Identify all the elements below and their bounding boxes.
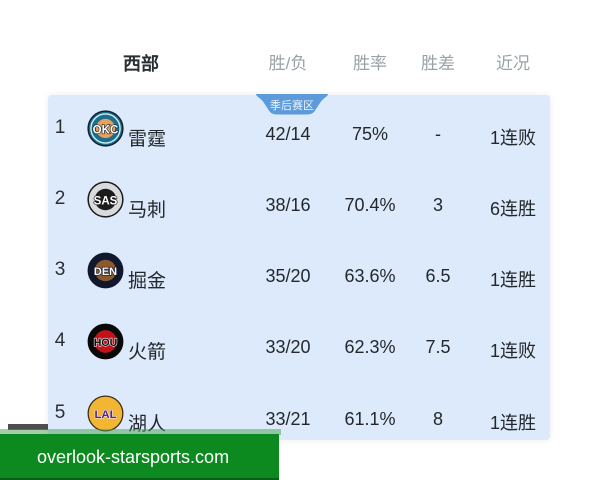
svg-text:DEN: DEN [94,266,117,278]
svg-text:SAS: SAS [94,195,118,207]
svg-text:OKC: OKC [93,124,119,136]
svg-text:季后赛区: 季后赛区 [270,98,314,112]
svg-text:LAL: LAL [94,409,116,421]
svg-text:HOU: HOU [94,337,118,349]
